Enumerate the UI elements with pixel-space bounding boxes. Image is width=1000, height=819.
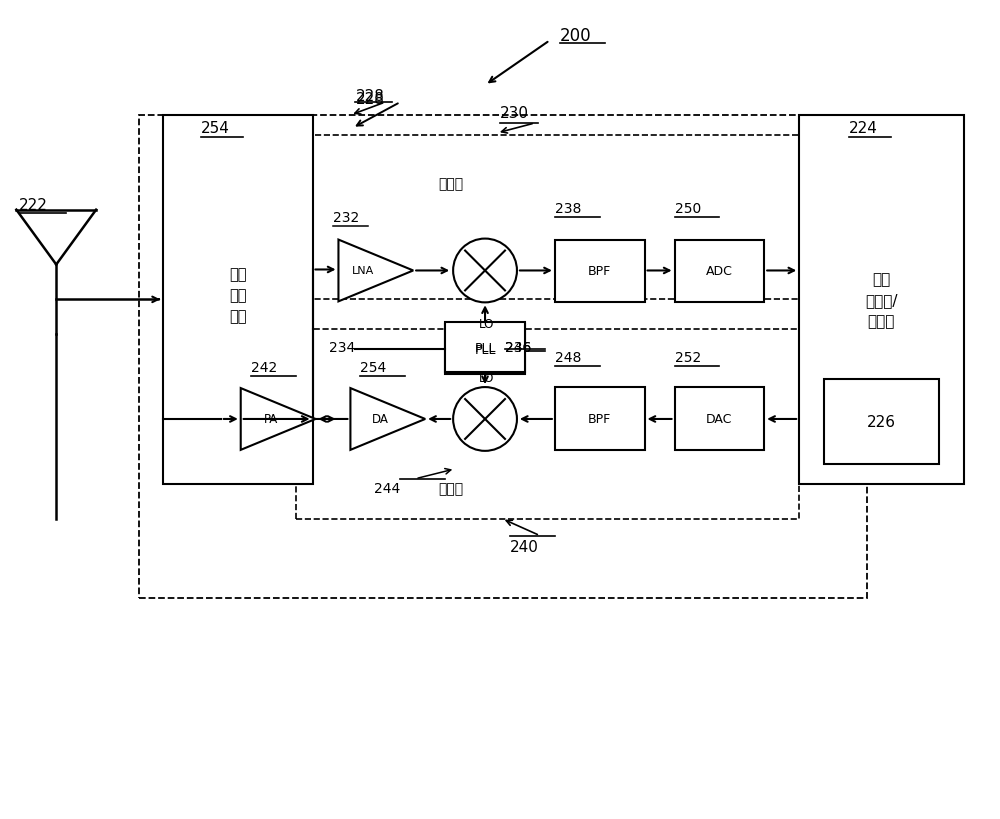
- Text: LO: LO: [479, 318, 495, 331]
- Polygon shape: [338, 240, 413, 302]
- Text: 226: 226: [867, 415, 896, 430]
- Bar: [824, 380, 939, 464]
- Text: DA: DA: [372, 413, 389, 426]
- Text: 数据
处理器/
控制器: 数据 处理器/ 控制器: [865, 272, 898, 328]
- Text: 混频器: 混频器: [438, 177, 463, 191]
- Bar: [555, 387, 645, 450]
- Bar: [163, 115, 313, 484]
- Bar: [675, 387, 764, 450]
- Text: 天线
接口
电路: 天线 接口 电路: [229, 266, 246, 324]
- Bar: [445, 323, 525, 373]
- Polygon shape: [350, 388, 425, 450]
- Text: 252: 252: [675, 351, 701, 364]
- Text: BPF: BPF: [588, 413, 611, 426]
- Text: 228: 228: [355, 92, 384, 106]
- Text: 248: 248: [555, 351, 581, 364]
- Bar: [675, 240, 764, 303]
- Text: 228: 228: [355, 88, 384, 103]
- Bar: [799, 115, 964, 484]
- Text: 238: 238: [555, 201, 581, 215]
- Circle shape: [453, 239, 517, 303]
- Circle shape: [453, 387, 517, 451]
- Text: 224: 224: [849, 120, 878, 136]
- Bar: [139, 115, 867, 599]
- Text: LO: LO: [479, 372, 495, 385]
- Text: 244: 244: [374, 482, 400, 495]
- Text: 240: 240: [510, 539, 539, 554]
- Bar: [296, 136, 799, 330]
- Text: 234: 234: [329, 341, 355, 355]
- Text: 200: 200: [560, 27, 591, 45]
- Polygon shape: [241, 388, 316, 450]
- Bar: [555, 240, 645, 303]
- Text: DAC: DAC: [706, 413, 733, 426]
- Text: 246: 246: [505, 341, 531, 355]
- Text: 230: 230: [500, 106, 529, 121]
- Text: 242: 242: [251, 360, 277, 374]
- Bar: [445, 325, 525, 374]
- Text: 232: 232: [333, 210, 360, 224]
- Text: 250: 250: [675, 201, 701, 215]
- Text: 254: 254: [201, 120, 230, 136]
- Text: PLL: PLL: [474, 342, 496, 355]
- Text: PA: PA: [264, 413, 278, 426]
- Bar: [296, 300, 799, 519]
- Text: LNA: LNA: [352, 266, 375, 276]
- Text: PLL: PLL: [474, 343, 496, 356]
- Text: 222: 222: [19, 198, 48, 213]
- Text: ADC: ADC: [706, 265, 733, 278]
- Text: 236: 236: [505, 341, 531, 355]
- Text: 254: 254: [360, 360, 387, 374]
- Text: 混频器: 混频器: [438, 482, 463, 495]
- Text: BPF: BPF: [588, 265, 611, 278]
